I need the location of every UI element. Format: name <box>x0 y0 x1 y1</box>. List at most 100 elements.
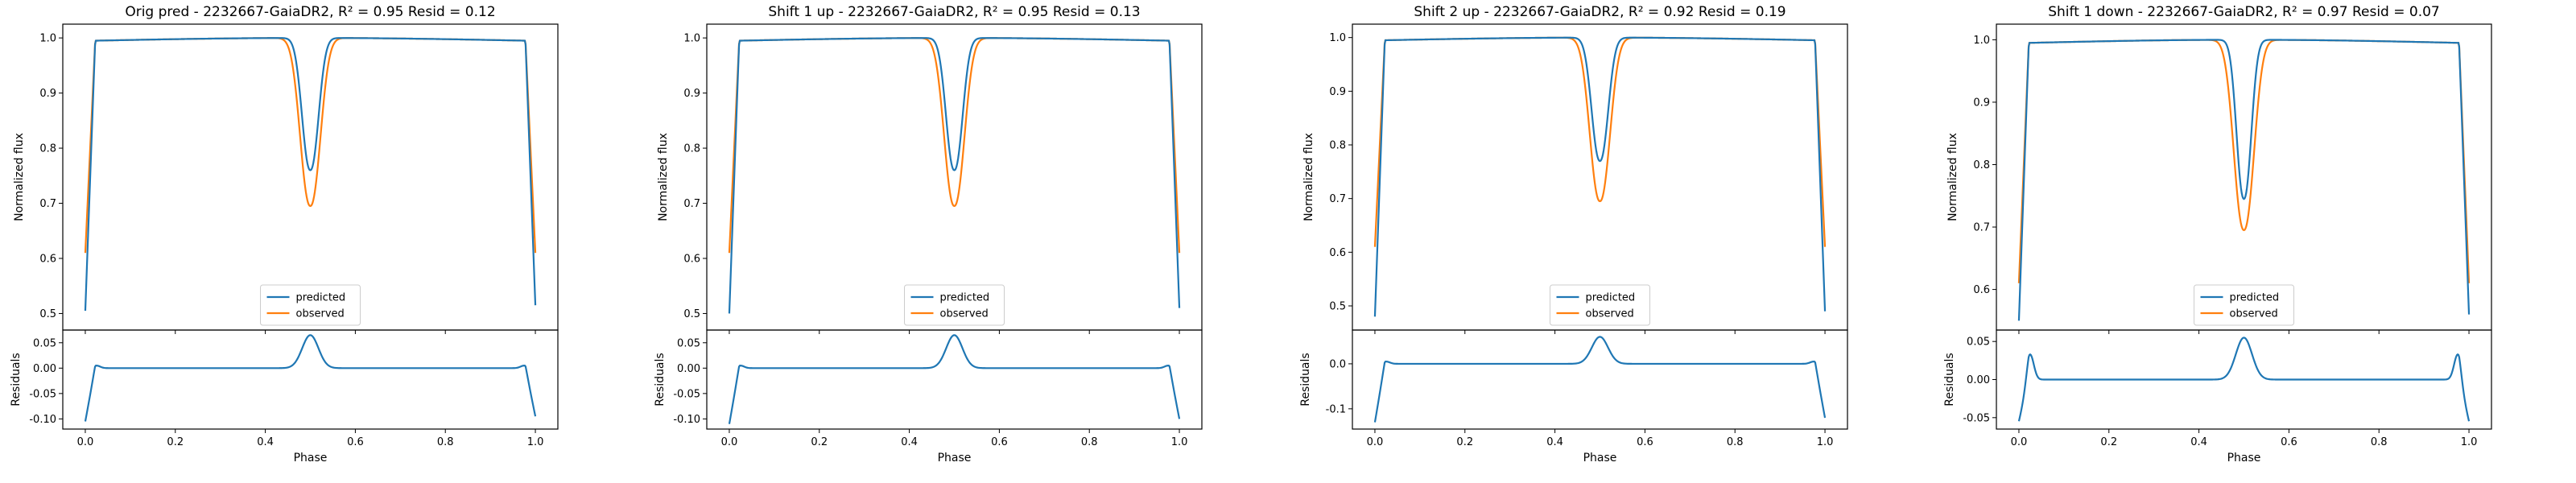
chart-title: Orig pred - 2232667-GaiaDR2, R² = 0.95 R… <box>125 4 495 20</box>
x-tick-label: 0.4 <box>901 436 918 448</box>
legend: predicted observed <box>904 284 1005 326</box>
resid-y-tick-label: -0.05 <box>1963 412 1990 424</box>
resid-y-axis-label: Residuals <box>1943 353 1956 406</box>
x-axis-label: Phase <box>1583 452 1617 464</box>
x-tick-label: 0.4 <box>257 436 274 448</box>
residuals-line <box>84 334 537 422</box>
x-tick-label: 0.0 <box>1367 436 1384 448</box>
observed-line <box>2017 39 2471 283</box>
y-tick-label: 1.0 <box>1973 35 1990 47</box>
y-tick-label: 0.9 <box>1329 86 1346 98</box>
legend-predicted-label: predicted <box>940 292 990 304</box>
resid-y-tick-label: 0.05 <box>677 337 700 349</box>
resid-y-tick-label: -0.1 <box>1326 403 1346 415</box>
y-tick-label: 0.7 <box>1973 222 1990 234</box>
x-tick-label: 0.8 <box>2371 436 2388 448</box>
legend-box <box>2194 284 2294 326</box>
legend-observed-label: observed <box>1586 308 1634 320</box>
y-tick-label: 0.5 <box>1329 301 1346 313</box>
resid-y-tick-label: 0.00 <box>1967 374 1990 386</box>
residual-axes-frame <box>706 329 1203 430</box>
y-tick-label: 0.5 <box>39 308 56 320</box>
observed-line <box>84 37 537 254</box>
x-tick-label: 0.2 <box>2100 436 2117 448</box>
x-tick-label: 0.4 <box>1546 436 1563 448</box>
x-tick-label: 0.8 <box>437 436 454 448</box>
y-tick-label: 0.8 <box>1973 159 1990 171</box>
resid-y-axis-label: Residuals <box>654 353 667 406</box>
y-axis-label: Normalized flux <box>1946 133 1959 221</box>
predicted-line <box>2017 39 2471 321</box>
y-tick-label: 0.5 <box>683 308 700 320</box>
x-tick-label: 1.0 <box>1817 436 1834 448</box>
resid-y-axis-label: Residuals <box>10 353 23 406</box>
x-axis-label: Phase <box>2227 452 2261 464</box>
y-tick-label: 0.8 <box>683 143 700 155</box>
x-tick-label: 1.0 <box>2461 436 2478 448</box>
y-tick-label: 1.0 <box>1329 32 1346 44</box>
chart-panel-3: Shift 2 up - 2232667-GaiaDR2, R² = 0.92 … <box>1299 4 1848 464</box>
predicted-line <box>84 37 537 312</box>
y-tick-label: 0.6 <box>39 253 56 265</box>
observed-line <box>1373 36 1827 247</box>
y-tick-label: 1.0 <box>683 33 700 45</box>
y-tick-label: 0.6 <box>1329 247 1346 259</box>
legend: predicted observed <box>260 284 361 326</box>
residuals-line <box>2017 336 2471 422</box>
x-axis-label: Phase <box>938 452 972 464</box>
x-tick-label: 0.0 <box>2011 436 2028 448</box>
legend-observed-label: observed <box>940 308 989 320</box>
x-tick-label: 0.2 <box>1456 436 1473 448</box>
legend: predicted observed <box>2194 284 2294 326</box>
observed-line <box>728 37 1181 254</box>
x-tick-label: 0.6 <box>991 436 1008 448</box>
x-tick-label: 0.2 <box>811 436 828 448</box>
x-tick-label: 0.6 <box>347 436 364 448</box>
resid-y-tick-label: 0.0 <box>1329 358 1346 370</box>
resid-y-tick-label: -0.05 <box>673 388 700 400</box>
resid-y-tick-label: -0.10 <box>29 414 56 426</box>
residual-axes-frame <box>62 329 559 430</box>
resid-y-tick-label: 0.05 <box>33 337 56 349</box>
legend-predicted-label: predicted <box>296 292 346 304</box>
resid-y-tick-label: -0.05 <box>29 388 56 400</box>
resid-y-tick-label: 0.00 <box>677 363 700 375</box>
legend-predicted-label: predicted <box>1586 292 1636 304</box>
x-tick-label: 0.6 <box>1637 436 1653 448</box>
flux-axes-frame <box>1996 23 2492 331</box>
y-tick-label: 0.6 <box>683 253 700 265</box>
resid-y-tick-label: 0.00 <box>33 363 56 375</box>
y-tick-label: 0.8 <box>1329 140 1346 152</box>
residuals-line <box>728 334 1181 424</box>
predicted-line <box>728 37 1181 314</box>
x-axis-label: Phase <box>294 452 328 464</box>
legend-predicted-label: predicted <box>2230 292 2280 304</box>
x-tick-label: 0.0 <box>721 436 738 448</box>
y-tick-label: 0.9 <box>683 88 700 100</box>
x-tick-label: 0.8 <box>1727 436 1744 448</box>
chart-panel-4: Shift 1 down - 2232667-GaiaDR2, R² = 0.9… <box>1943 4 2492 464</box>
flux-axes-frame <box>62 23 559 331</box>
flux-axes-frame <box>706 23 1203 331</box>
x-tick-label: 1.0 <box>1171 436 1188 448</box>
legend-box <box>904 284 1005 326</box>
y-tick-label: 0.7 <box>1329 193 1346 205</box>
x-tick-label: 1.0 <box>527 436 544 448</box>
y-axis-label: Normalized flux <box>657 133 670 221</box>
resid-y-tick-label: 0.05 <box>1967 336 1990 349</box>
y-axis-label: Normalized flux <box>13 133 26 221</box>
legend-observed-label: observed <box>2230 308 2278 320</box>
predicted-line <box>1373 36 1827 317</box>
x-tick-label: 0.6 <box>2281 436 2297 448</box>
chart-title: Shift 1 up - 2232667-GaiaDR2, R² = 0.95 … <box>768 4 1140 20</box>
chart-title: Shift 2 up - 2232667-GaiaDR2, R² = 0.92 … <box>1414 4 1785 20</box>
y-tick-label: 0.9 <box>1973 97 1990 109</box>
residuals-line <box>1373 336 1827 423</box>
legend: predicted observed <box>1550 284 1650 326</box>
legend-box <box>260 284 361 326</box>
chart-panel-2: Shift 1 up - 2232667-GaiaDR2, R² = 0.95 … <box>654 4 1203 464</box>
x-tick-label: 0.4 <box>2190 436 2207 448</box>
y-tick-label: 0.7 <box>683 198 700 210</box>
legend-observed-label: observed <box>296 308 345 320</box>
